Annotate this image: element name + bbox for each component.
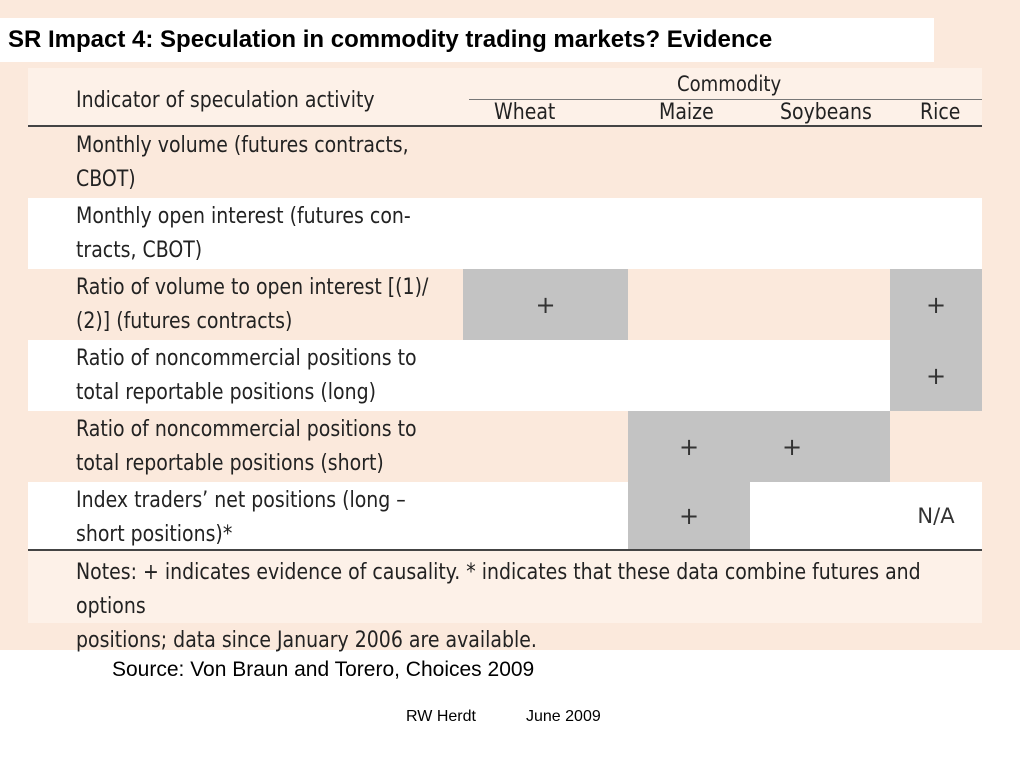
cell-maize: + (628, 411, 750, 482)
row-label-line: Monthly open interest (futures con- (76, 204, 411, 229)
table-row: Ratio of noncommercial positions to tota… (28, 340, 982, 411)
cell-maize: + (628, 482, 750, 549)
row-label-line: total reportable positions (short) (76, 451, 384, 476)
row-label: Ratio of noncommercial positions to tota… (76, 413, 437, 481)
header-col-maize: Maize (659, 100, 714, 125)
header-col-soybeans: Soybeans (780, 100, 872, 125)
row-label: Monthly open interest (futures con- trac… (76, 200, 437, 268)
header-group-rule (469, 99, 982, 100)
row-label: Ratio of noncommercial positions to tota… (76, 342, 437, 410)
row-label: Monthly volume (futures contracts, CBOT) (76, 129, 437, 197)
table-row: Ratio of volume to open interest [(1)/ (… (28, 269, 982, 340)
row-label-line: Monthly volume (futures contracts, (76, 133, 409, 158)
slide-title: SR Impact 4: Speculation in commodity tr… (8, 26, 773, 53)
cell-rice: + (890, 340, 982, 411)
table-row: Index traders’ net positions (long – sho… (28, 482, 982, 549)
source-citation: Source: Von Braun and Torero, Choices 20… (112, 658, 535, 681)
cell-rice: + (890, 269, 982, 340)
header-col-wheat: Wheat (494, 100, 556, 125)
table-bottom-rule (28, 549, 982, 551)
header-commodity-group: Commodity (677, 72, 782, 96)
cell-wheat: + (463, 269, 628, 340)
row-label-line: Index traders’ net positions (long – (76, 488, 406, 513)
notes-line: Notes: + indicates evidence of causality… (76, 560, 921, 619)
notes-line: positions; data since January 2006 are a… (76, 628, 537, 653)
table-row: Monthly volume (futures contracts, CBOT) (28, 127, 982, 198)
row-label-line: short positions)* (76, 522, 233, 547)
table-row: Monthly open interest (futures con- trac… (28, 198, 982, 269)
header-rule (28, 125, 982, 127)
table-row: Ratio of noncommercial positions to tota… (28, 411, 982, 482)
cell-soybeans: + (750, 411, 890, 482)
evidence-table: Commodity Indicator of speculation activ… (28, 68, 982, 653)
header-col-rice: Rice (920, 100, 961, 125)
row-label-line: Ratio of noncommercial positions to (76, 346, 417, 371)
table-notes: Notes: + indicates evidence of causality… (76, 556, 962, 658)
row-label-line: Ratio of volume to open interest [(1)/ (76, 275, 429, 300)
row-label-line: Ratio of noncommercial positions to (76, 417, 417, 442)
row-label: Index traders’ net positions (long – sho… (76, 484, 437, 552)
cell-rice: N/A (917, 503, 955, 528)
row-label-line: total reportable positions (long) (76, 380, 376, 405)
footer-author: RW Herdt (406, 708, 476, 725)
footer-date: June 2009 (526, 708, 601, 725)
row-label-line: tracts, CBOT) (76, 238, 203, 263)
row-label-line: (2)] (futures contracts) (76, 309, 293, 334)
title-box (0, 18, 934, 62)
row-label: Ratio of volume to open interest [(1)/ (… (76, 271, 437, 339)
row-label-line: CBOT) (76, 167, 136, 192)
header-indicator: Indicator of speculation activity (76, 88, 375, 113)
